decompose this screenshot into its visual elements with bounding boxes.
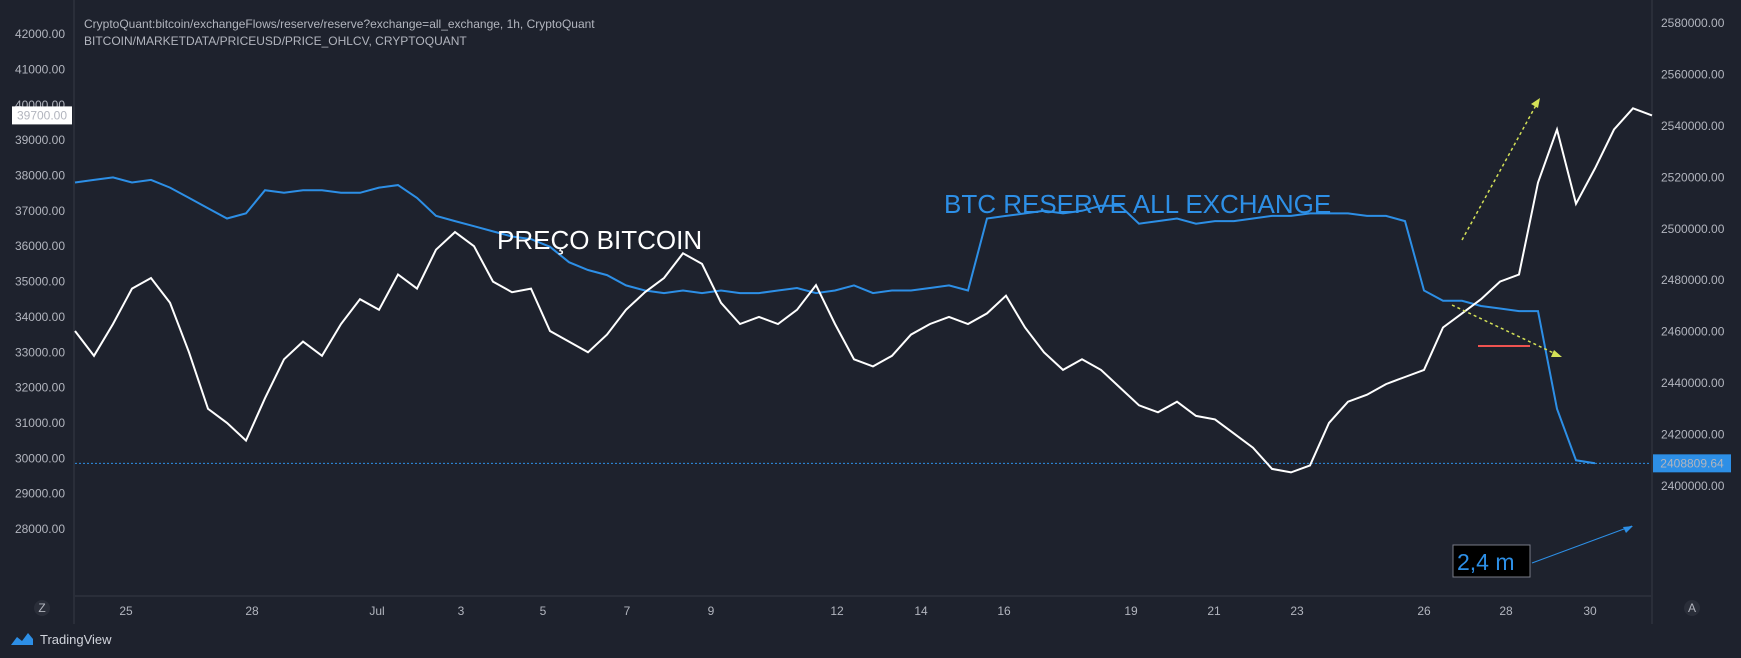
axis-toggle-right-label: A	[1688, 601, 1696, 615]
axis-toggle-left-label: Z	[38, 601, 45, 615]
right-tick-label: 2520000.00	[1661, 170, 1725, 184]
annotation-box-2-4m	[1452, 544, 1531, 578]
x-tick-label: 19	[1124, 604, 1138, 618]
x-tick-label: 7	[624, 604, 631, 618]
header-line-1: CryptoQuant:bitcoin/exchangeFlows/reserv…	[84, 17, 595, 31]
series-line-price	[74, 107, 1653, 474]
left-tick-label: 39000.00	[15, 133, 65, 147]
x-tick-label: 28	[245, 604, 259, 618]
x-tick-label: 16	[997, 604, 1011, 618]
trend-arrow-up	[1461, 97, 1541, 241]
right-tick-label: 2460000.00	[1661, 325, 1725, 339]
series-line-reserve	[74, 176, 1596, 465]
left-tick-label: 33000.00	[15, 345, 65, 359]
tradingview-logo-icon	[11, 633, 33, 645]
left-tick-label: 30000.00	[15, 451, 65, 465]
callout-arrow	[1531, 525, 1633, 564]
left-axis-ticks: 42000.0041000.0040000.0039000.0038000.00…	[15, 27, 65, 536]
annotation-price-label: PREÇO BITCOIN	[497, 225, 702, 255]
right-tick-label: 2500000.00	[1661, 222, 1725, 236]
right-tick-label: 2440000.00	[1661, 376, 1725, 390]
x-tick-label: 25	[119, 604, 133, 618]
x-tick-label: 5	[540, 604, 547, 618]
left-marker-badge	[12, 106, 72, 125]
x-tick-label: 21	[1207, 604, 1221, 618]
annotation-2-4m-label: 2,4 m	[1457, 549, 1515, 575]
x-tick-label: 12	[830, 604, 844, 618]
left-tick-label: 32000.00	[15, 381, 65, 395]
left-marker-label: 39700.00	[17, 108, 67, 122]
left-tick-label: 41000.00	[15, 62, 65, 76]
axis-toggle-left-button[interactable]	[34, 600, 50, 616]
left-tick-label: 28000.00	[15, 522, 65, 536]
left-tick-label: 42000.00	[15, 27, 65, 41]
x-tick-label: Jul	[369, 604, 384, 618]
x-tick-label: 14	[914, 604, 928, 618]
trend-arrow-down-head	[1551, 350, 1562, 357]
right-tick-label: 2480000.00	[1661, 273, 1725, 287]
right-tick-label: 2580000.00	[1661, 16, 1725, 30]
x-tick-label: 23	[1290, 604, 1304, 618]
brand[interactable]: TradingView	[10, 631, 112, 647]
right-tick-label: 2400000.00	[1661, 479, 1725, 493]
header-line-2: BITCOIN/MARKETDATA/PRICEUSD/PRICE_OHLCV,…	[84, 34, 467, 48]
x-tick-label: 9	[708, 604, 715, 618]
right-tick-label: 2420000.00	[1661, 428, 1725, 442]
callout-arrow-head	[1623, 526, 1633, 533]
left-tick-label: 31000.00	[15, 416, 65, 430]
x-tick-label: 3	[458, 604, 465, 618]
x-tick-label: 26	[1417, 604, 1431, 618]
x-axis-ticks: 25 28 Jul 3 5 7 9 12 14 16 19 21 23 26 28 30	[119, 604, 1597, 618]
annotation-reserve-label: BTC RESERVE ALL EXCHANGE	[944, 189, 1331, 219]
right-last-value-badge	[1653, 454, 1731, 473]
right-last-value-label: 2408809.64	[1660, 456, 1724, 470]
x-tick-label: 30	[1583, 604, 1597, 618]
brand-name: TradingView	[40, 631, 112, 647]
trend-arrow-up-head	[1531, 98, 1540, 108]
x-tick-label: 28	[1499, 604, 1513, 618]
trend-arrow-down	[1451, 304, 1561, 357]
left-tick-label: 29000.00	[15, 487, 65, 501]
left-tick-label: 36000.00	[15, 239, 65, 253]
right-tick-label: 2540000.00	[1661, 119, 1725, 133]
left-tick-label: 37000.00	[15, 204, 65, 218]
left-tick-label: 35000.00	[15, 275, 65, 289]
right-axis-ticks: 2580000.00 2560000.00 2540000.00 2520000.00…	[1661, 16, 1725, 493]
left-tick-label: 38000.00	[15, 169, 65, 183]
left-tick-label: 34000.00	[15, 310, 65, 324]
axis-toggle-right-button[interactable]	[1684, 600, 1700, 616]
right-tick-label: 2560000.00	[1661, 67, 1725, 81]
